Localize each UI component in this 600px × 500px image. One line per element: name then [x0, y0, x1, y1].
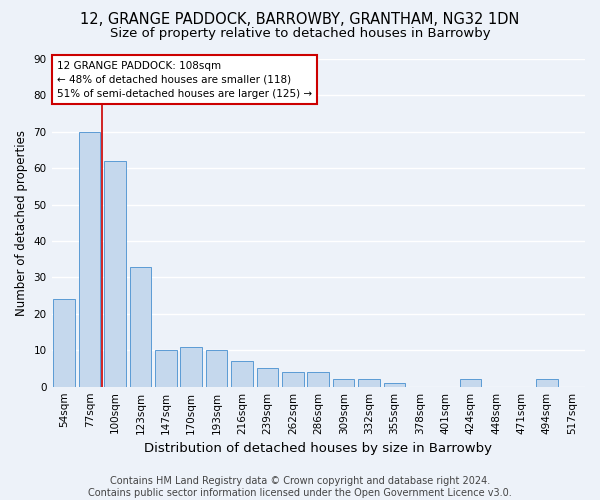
- Bar: [333, 380, 355, 386]
- Bar: [307, 372, 329, 386]
- Bar: [383, 383, 405, 386]
- Bar: [460, 380, 481, 386]
- Text: Size of property relative to detached houses in Barrowby: Size of property relative to detached ho…: [110, 28, 490, 40]
- Bar: [536, 380, 557, 386]
- Bar: [231, 361, 253, 386]
- Bar: [257, 368, 278, 386]
- Text: 12, GRANGE PADDOCK, BARROWBY, GRANTHAM, NG32 1DN: 12, GRANGE PADDOCK, BARROWBY, GRANTHAM, …: [80, 12, 520, 28]
- Bar: [130, 266, 151, 386]
- Bar: [181, 346, 202, 387]
- Bar: [104, 161, 126, 386]
- Y-axis label: Number of detached properties: Number of detached properties: [15, 130, 28, 316]
- Bar: [358, 380, 380, 386]
- Text: 12 GRANGE PADDOCK: 108sqm
← 48% of detached houses are smaller (118)
51% of semi: 12 GRANGE PADDOCK: 108sqm ← 48% of detac…: [57, 60, 312, 98]
- Bar: [206, 350, 227, 386]
- X-axis label: Distribution of detached houses by size in Barrowby: Distribution of detached houses by size …: [144, 442, 492, 455]
- Bar: [53, 300, 75, 386]
- Bar: [79, 132, 100, 386]
- Text: Contains HM Land Registry data © Crown copyright and database right 2024.
Contai: Contains HM Land Registry data © Crown c…: [88, 476, 512, 498]
- Bar: [155, 350, 176, 386]
- Bar: [282, 372, 304, 386]
